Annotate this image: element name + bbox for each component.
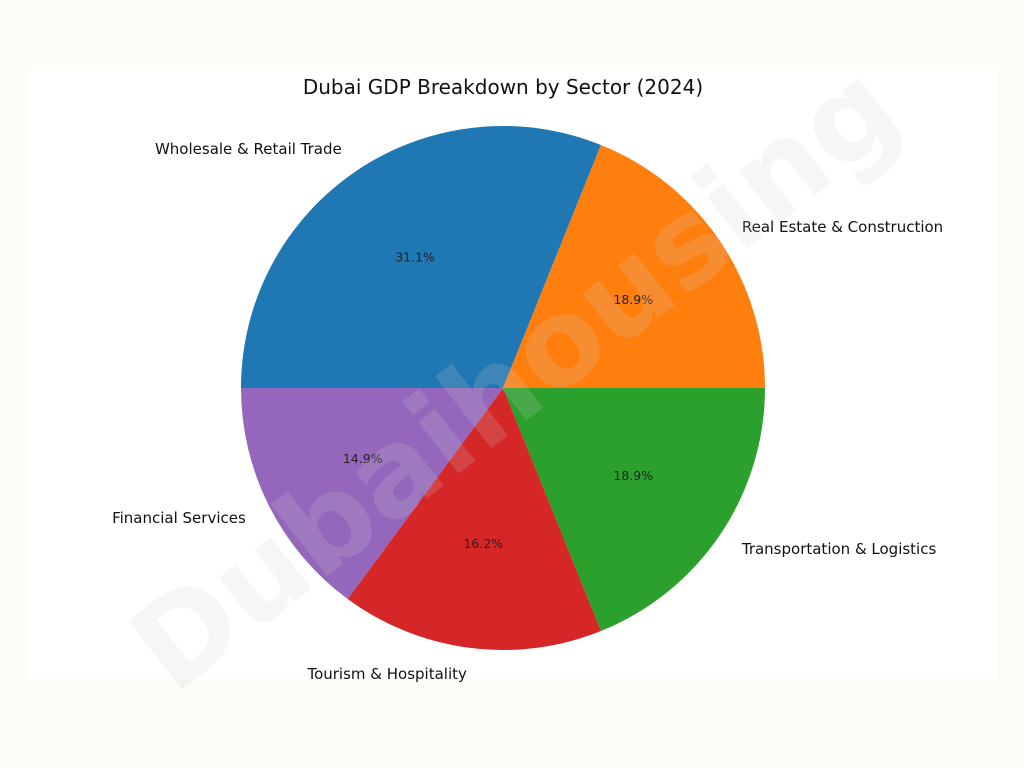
percent-label-financial-services: 14.9% xyxy=(343,451,383,466)
percent-label-tourism-and-hospitality: 16.2% xyxy=(463,536,503,551)
pie-slices xyxy=(241,125,765,650)
percent-label-transportation-and-logistics: 18.9% xyxy=(613,468,653,483)
category-labels: Wholesale & Retail Trade Real Estate & Co… xyxy=(112,140,943,683)
category-label-wholesale-and-retail-trade: Wholesale & Retail Trade xyxy=(155,140,342,158)
pie-slice-transportation-and-logistics xyxy=(503,388,765,631)
pie-slice-real-estate-and-construction xyxy=(503,145,765,388)
category-label-real-estate-and-construction: Real Estate & Construction xyxy=(742,218,943,236)
pie-slice-tourism-and-hospitality xyxy=(347,388,601,650)
category-label-tourism-and-hospitality: Tourism & Hospitality xyxy=(306,665,467,683)
category-label-transportation-and-logistics: Transportation & Logistics xyxy=(741,540,937,558)
pie-slice-wholesale-and-retail-trade xyxy=(241,125,601,389)
percent-label-real-estate-and-construction: 18.9% xyxy=(613,292,653,307)
category-label-financial-services: Financial Services xyxy=(112,509,246,527)
pie-slice-financial-services xyxy=(241,388,503,599)
chart-title: Dubai GDP Breakdown by Sector (2024) xyxy=(303,75,703,99)
percent-labels: 31.1% 18.9% 18.9% 16.2% 14.9% xyxy=(343,250,653,551)
percent-label-wholesale-and-retail-trade: 31.1% xyxy=(395,250,435,265)
